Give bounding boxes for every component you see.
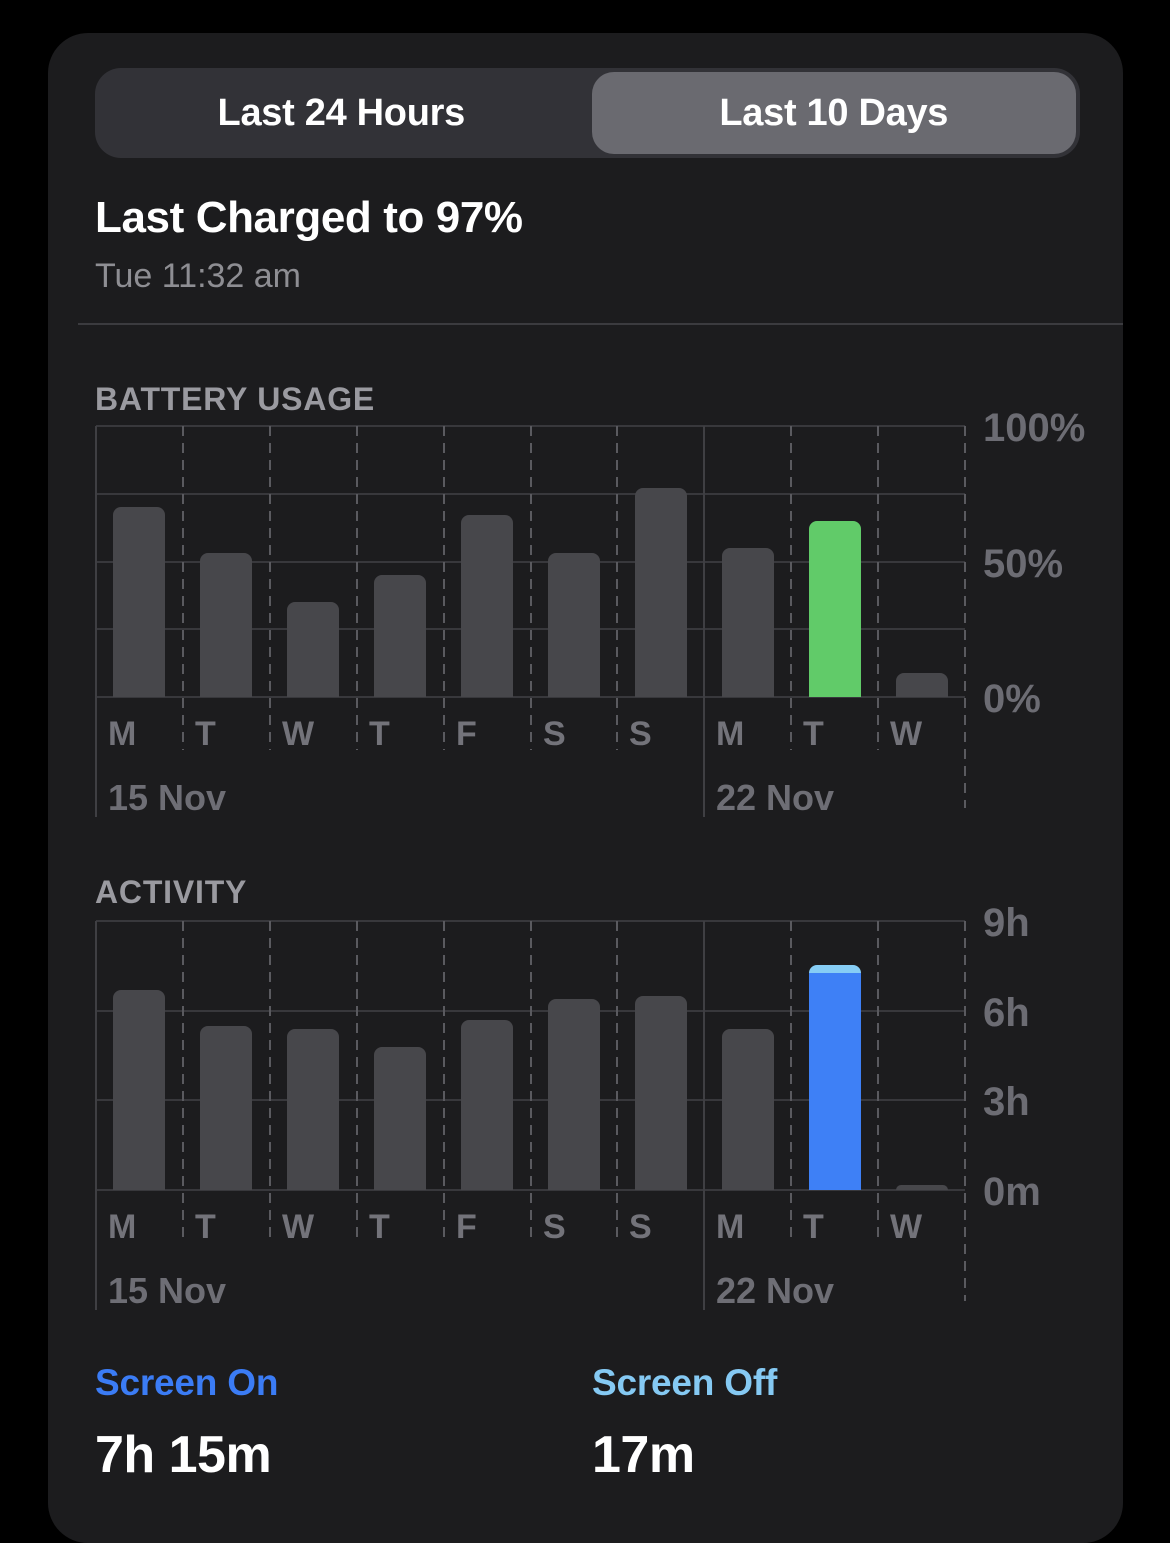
gridline-vertical-dashed bbox=[356, 921, 358, 1243]
gridline-vertical-dashed bbox=[443, 921, 445, 1243]
activity-bar[interactable] bbox=[374, 1047, 426, 1190]
day-axis-label: W bbox=[282, 715, 315, 753]
activity-bar[interactable] bbox=[635, 996, 687, 1190]
divider bbox=[78, 323, 1123, 325]
activity-bar[interactable] bbox=[287, 1029, 339, 1190]
value-axis-label: 6h bbox=[983, 991, 1030, 1035]
gridline-vertical-dashed bbox=[356, 426, 358, 750]
day-axis-label: S bbox=[629, 715, 652, 753]
day-axis-label: M bbox=[108, 1208, 137, 1246]
battery-usage-bar[interactable] bbox=[374, 575, 426, 697]
date-axis-label: 22 Nov bbox=[716, 1270, 835, 1311]
day-axis-label: W bbox=[890, 715, 923, 753]
day-axis-label: W bbox=[890, 1208, 923, 1246]
battery-settings-card: Last 24 Hours Last 10 Days Last Charged … bbox=[48, 33, 1123, 1543]
activity-bar[interactable] bbox=[548, 999, 600, 1190]
day-axis-label: T bbox=[369, 1208, 390, 1246]
gridline-vertical-dashed bbox=[530, 426, 532, 750]
date-axis-label: 15 Nov bbox=[108, 1270, 227, 1311]
gridline-vertical-dashed bbox=[964, 426, 966, 808]
activity-bar[interactable] bbox=[896, 1185, 948, 1190]
date-axis-label: 22 Nov bbox=[716, 777, 835, 818]
activity-chart[interactable]: M T W T F S S M T W 15 Nov 22 Nov 9h 6h 3h 0m bbox=[95, 903, 1041, 1310]
tab-last-24-hours-label: Last 24 Hours bbox=[217, 91, 466, 134]
gridline-vertical-dashed bbox=[790, 921, 792, 1243]
day-axis-label: F bbox=[456, 715, 477, 753]
day-axis-label: W bbox=[282, 1208, 315, 1246]
gridline-vertical-dashed bbox=[269, 426, 271, 750]
day-axis-label: T bbox=[195, 715, 216, 753]
gridline-vertical-dashed bbox=[877, 921, 879, 1243]
activity-bar[interactable] bbox=[722, 1029, 774, 1190]
gridline-vertical-solid bbox=[95, 426, 97, 817]
day-axis-label: F bbox=[456, 1208, 477, 1246]
day-axis-label: M bbox=[716, 1208, 745, 1246]
gridline-vertical-dashed bbox=[616, 426, 618, 750]
gridline-vertical-dashed bbox=[616, 921, 618, 1243]
battery-usage-bar[interactable] bbox=[200, 553, 252, 697]
activity-bar[interactable] bbox=[809, 965, 861, 1190]
battery-usage-bar[interactable] bbox=[461, 515, 513, 697]
activity-section-title: ACTIVITY bbox=[95, 874, 248, 910]
gridline-vertical-dashed bbox=[182, 426, 184, 750]
screen-off-label: Screen Off bbox=[592, 1362, 778, 1403]
gridline-vertical-dashed bbox=[182, 921, 184, 1243]
battery-usage-bar[interactable] bbox=[548, 553, 600, 697]
last-charged-time: Tue 11:32 am bbox=[95, 257, 302, 295]
day-axis-label: T bbox=[803, 715, 824, 753]
day-axis-label: S bbox=[629, 1208, 652, 1246]
value-axis-label: 100% bbox=[983, 406, 1086, 450]
gridline-vertical-solid bbox=[703, 426, 705, 817]
gridline-vertical-dashed bbox=[443, 426, 445, 750]
battery-usage-bar[interactable] bbox=[635, 488, 687, 697]
day-axis-label: T bbox=[803, 1208, 824, 1246]
activity-bar-main-segment bbox=[809, 973, 861, 1190]
value-axis-label: 50% bbox=[983, 542, 1064, 586]
date-axis-label: 15 Nov bbox=[108, 777, 227, 818]
day-axis-label: M bbox=[108, 715, 137, 753]
gridline-vertical-dashed bbox=[790, 426, 792, 750]
screen-off-value: 17m bbox=[592, 1426, 695, 1484]
value-axis-label: 0% bbox=[983, 677, 1041, 721]
battery-usage-bar[interactable] bbox=[287, 602, 339, 697]
battery-usage-bar[interactable] bbox=[896, 673, 948, 697]
day-axis-label: S bbox=[543, 715, 566, 753]
value-axis-label: 3h bbox=[983, 1080, 1030, 1124]
battery-usage-section-title: BATTERY USAGE bbox=[95, 381, 376, 417]
battery-usage-bar[interactable] bbox=[722, 548, 774, 697]
screen-on-value: 7h 15m bbox=[95, 1426, 272, 1484]
day-axis-label: T bbox=[195, 1208, 216, 1246]
gridline-vertical-dashed bbox=[877, 426, 879, 750]
gridline-vertical-dashed bbox=[269, 921, 271, 1243]
tab-last-10-days[interactable]: Last 10 Days bbox=[588, 68, 1081, 158]
activity-bar[interactable] bbox=[461, 1020, 513, 1190]
battery-usage-bar[interactable] bbox=[113, 507, 165, 697]
segmented-selected-thumb bbox=[591, 72, 1076, 154]
gridline-vertical-solid bbox=[703, 921, 705, 1310]
day-axis-label: S bbox=[543, 1208, 566, 1246]
screen-on-label: Screen On bbox=[95, 1362, 279, 1403]
gridline-vertical-dashed bbox=[964, 921, 966, 1301]
value-axis-label: 0m bbox=[983, 1170, 1041, 1214]
day-axis-label: T bbox=[369, 715, 390, 753]
gridline-vertical-solid bbox=[95, 921, 97, 1310]
battery-usage-bar[interactable] bbox=[809, 521, 861, 697]
tab-last-24-hours[interactable]: Last 24 Hours bbox=[95, 68, 588, 158]
day-axis-label: M bbox=[716, 715, 745, 753]
activity-bar[interactable] bbox=[200, 1026, 252, 1190]
activity-bar[interactable] bbox=[113, 990, 165, 1190]
time-range-segmented-control: Last 24 Hours Last 10 Days bbox=[95, 68, 1080, 158]
battery-usage-chart[interactable]: M T W T F S S M T W 15 Nov 22 Nov 100% 50% 0% bbox=[95, 408, 1085, 817]
page-title: Last Charged to 97% bbox=[95, 193, 523, 242]
tab-last-10-days-label: Last 10 Days bbox=[719, 91, 949, 134]
gridline-vertical-dashed bbox=[530, 921, 532, 1243]
value-axis-label: 9h bbox=[983, 901, 1030, 945]
